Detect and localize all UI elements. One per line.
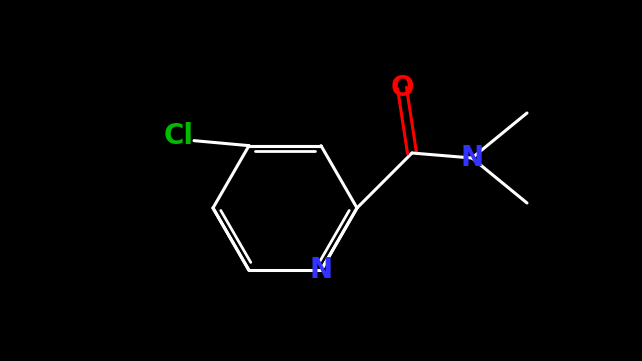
Text: N: N [460, 144, 483, 172]
Text: N: N [309, 256, 333, 284]
Text: O: O [390, 74, 413, 102]
Text: Cl: Cl [164, 122, 194, 150]
